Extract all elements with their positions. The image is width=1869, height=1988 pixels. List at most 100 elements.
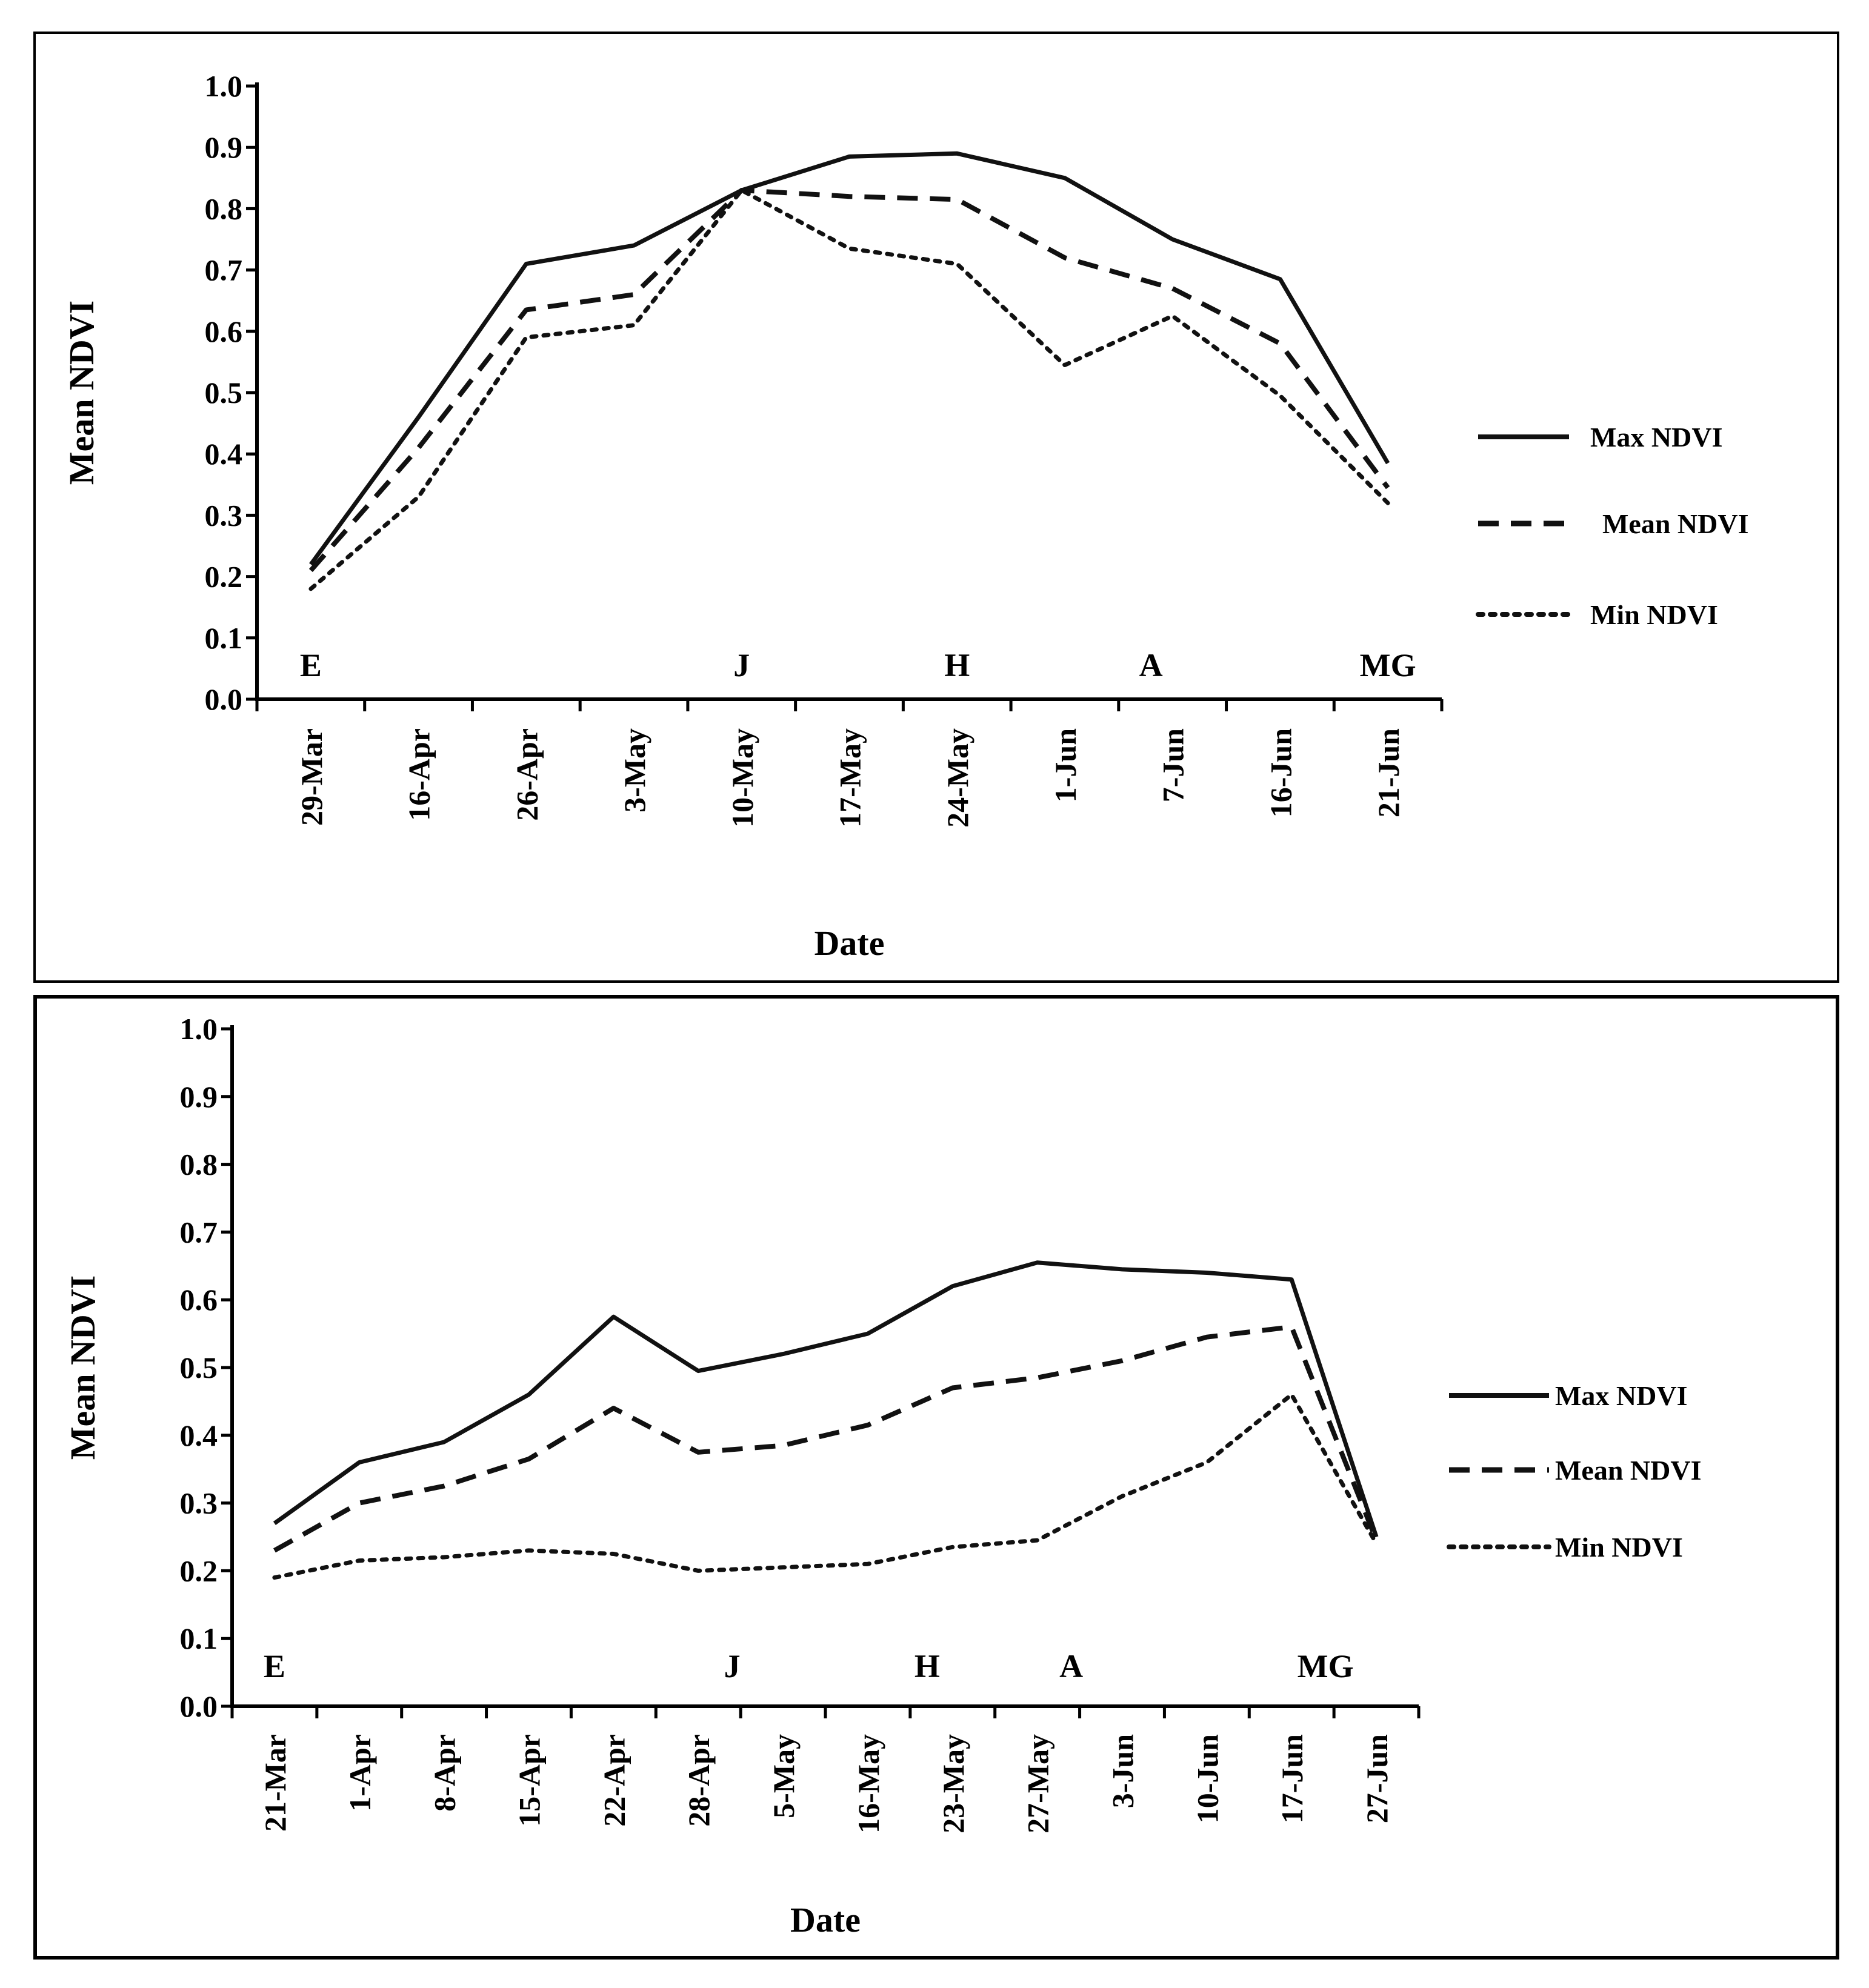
- data-point: [1279, 395, 1281, 396]
- x-category-label: 8-Apr: [428, 1734, 462, 1812]
- data-point: [310, 570, 312, 571]
- data-point: [1172, 288, 1173, 289]
- data-point: [1206, 1337, 1207, 1338]
- legend-label: Min NDVI: [1555, 1532, 1683, 1563]
- data-point: [698, 1452, 699, 1453]
- y-tick-label: 0.8: [205, 191, 243, 225]
- x-category-label: 16-Jun: [1264, 728, 1298, 817]
- data-point: [633, 325, 635, 326]
- series-line-min-ndvi: [308, 188, 1390, 591]
- x-category-label: 23-May: [936, 1734, 970, 1833]
- legend-label: Max NDVI: [1590, 422, 1722, 453]
- data-point: [1206, 1272, 1207, 1273]
- y-tick-label: 0.2: [205, 560, 243, 594]
- data-point: [782, 1445, 784, 1446]
- data-point: [359, 1462, 360, 1463]
- stage-label: E: [300, 647, 322, 683]
- data-point: [613, 1408, 614, 1409]
- series-line-mean-ndvi: [308, 188, 1390, 573]
- y-tick-label: 0.3: [180, 1486, 218, 1520]
- stage-label: MG: [1360, 647, 1416, 683]
- x-category-label: 3-May: [618, 728, 651, 813]
- x-category-label: 29-Mar: [295, 728, 328, 826]
- legend-label: Mean NDVI: [1555, 1455, 1701, 1486]
- data-point: [1037, 1377, 1038, 1378]
- y-tick-label: 0.1: [205, 621, 243, 655]
- data-point: [1291, 1394, 1292, 1395]
- x-category-label: 5-May: [767, 1734, 801, 1818]
- stage-label: E: [264, 1648, 285, 1684]
- data-point: [1279, 279, 1281, 280]
- stage-label: MG: [1298, 1648, 1354, 1684]
- data-point: [1291, 1279, 1292, 1280]
- data-point: [418, 447, 419, 448]
- data-point: [1206, 1462, 1207, 1463]
- x-axis-title: Date: [790, 1900, 861, 1940]
- x-category-label: 27-May: [1021, 1734, 1055, 1833]
- y-tick-label: 0.0: [205, 682, 243, 716]
- y-tick-label: 0.8: [180, 1148, 218, 1182]
- x-category-label: 10-May: [725, 728, 759, 828]
- data-point: [782, 1354, 784, 1355]
- data-point: [1279, 343, 1281, 344]
- data-point: [952, 1546, 953, 1548]
- y-axis-title: Mean NDVI: [62, 301, 101, 485]
- data-point: [613, 1316, 614, 1317]
- x-category-label: 28-Apr: [682, 1734, 716, 1827]
- y-tick-label: 0.5: [180, 1351, 218, 1385]
- data-point: [867, 1425, 868, 1426]
- data-point: [444, 1441, 445, 1443]
- y-tick-label: 1.0: [180, 1012, 218, 1046]
- data-point: [1376, 1540, 1377, 1541]
- ndvi-chart-bottom: 0.0 0.1 0.2 0.3 0.4 0.5 0.6 0.7 0.8 0.9 1.0 21-Mar 1…: [63, 1012, 1701, 1940]
- data-point: [613, 1553, 614, 1554]
- data-point: [444, 1486, 445, 1487]
- data-point: [633, 245, 635, 246]
- stage-label: J: [724, 1648, 741, 1684]
- data-point: [274, 1523, 275, 1524]
- y-tick-label: 0.5: [205, 376, 243, 410]
- data-point: [1122, 1269, 1123, 1270]
- x-category-label: 27-Jun: [1360, 1734, 1394, 1823]
- x-category-label: 1-Apr: [343, 1734, 377, 1812]
- data-point: [1376, 1543, 1377, 1544]
- data-point: [698, 1371, 699, 1372]
- data-point: [359, 1560, 360, 1561]
- data-point: [528, 1550, 530, 1551]
- data-point: [525, 337, 527, 338]
- x-category-label: 17-May: [833, 728, 867, 828]
- stage-label: A: [1139, 647, 1163, 683]
- data-point: [525, 263, 527, 264]
- data-point: [274, 1550, 275, 1551]
- x-category-label: 7-Jun: [1156, 728, 1190, 802]
- data-point: [1387, 487, 1388, 488]
- data-point: [1064, 178, 1065, 179]
- data-point: [956, 153, 958, 154]
- y-tick-label: 0.3: [205, 498, 243, 532]
- data-point: [525, 309, 527, 310]
- y-tick-label: 0.9: [180, 1080, 218, 1114]
- data-point: [956, 263, 958, 264]
- x-category-label: 17-Jun: [1275, 1734, 1309, 1823]
- x-category-label: 16-May: [851, 1734, 885, 1833]
- series-line-mean-ndvi: [273, 1324, 1379, 1553]
- y-tick-label: 0.0: [180, 1689, 218, 1723]
- data-point: [528, 1394, 530, 1395]
- data-point: [1291, 1326, 1292, 1328]
- ndvi-chart-top: 0.0 0.1 0.2 0.3 0.4 0.5 0.6 0.7 0.8 0.9 1.0 29-Mar 1…: [62, 69, 1748, 963]
- x-category-label: 3-Jun: [1106, 1734, 1140, 1808]
- x-category-label: 21-Mar: [258, 1734, 292, 1832]
- data-point: [698, 1570, 699, 1571]
- data-point: [867, 1563, 868, 1564]
- stage-label: H: [915, 1648, 940, 1684]
- data-point: [418, 416, 419, 417]
- stage-label: A: [1059, 1648, 1083, 1684]
- x-category-label: 24-May: [941, 728, 974, 828]
- x-category-label: 1-Jun: [1048, 728, 1082, 802]
- y-tick-label: 0.9: [205, 130, 243, 164]
- y-axis-title: Mean NDVI: [63, 1275, 102, 1460]
- data-point: [1387, 462, 1388, 464]
- data-point: [444, 1557, 445, 1558]
- y-tick-label: 0.6: [180, 1283, 218, 1317]
- data-point: [1172, 239, 1173, 240]
